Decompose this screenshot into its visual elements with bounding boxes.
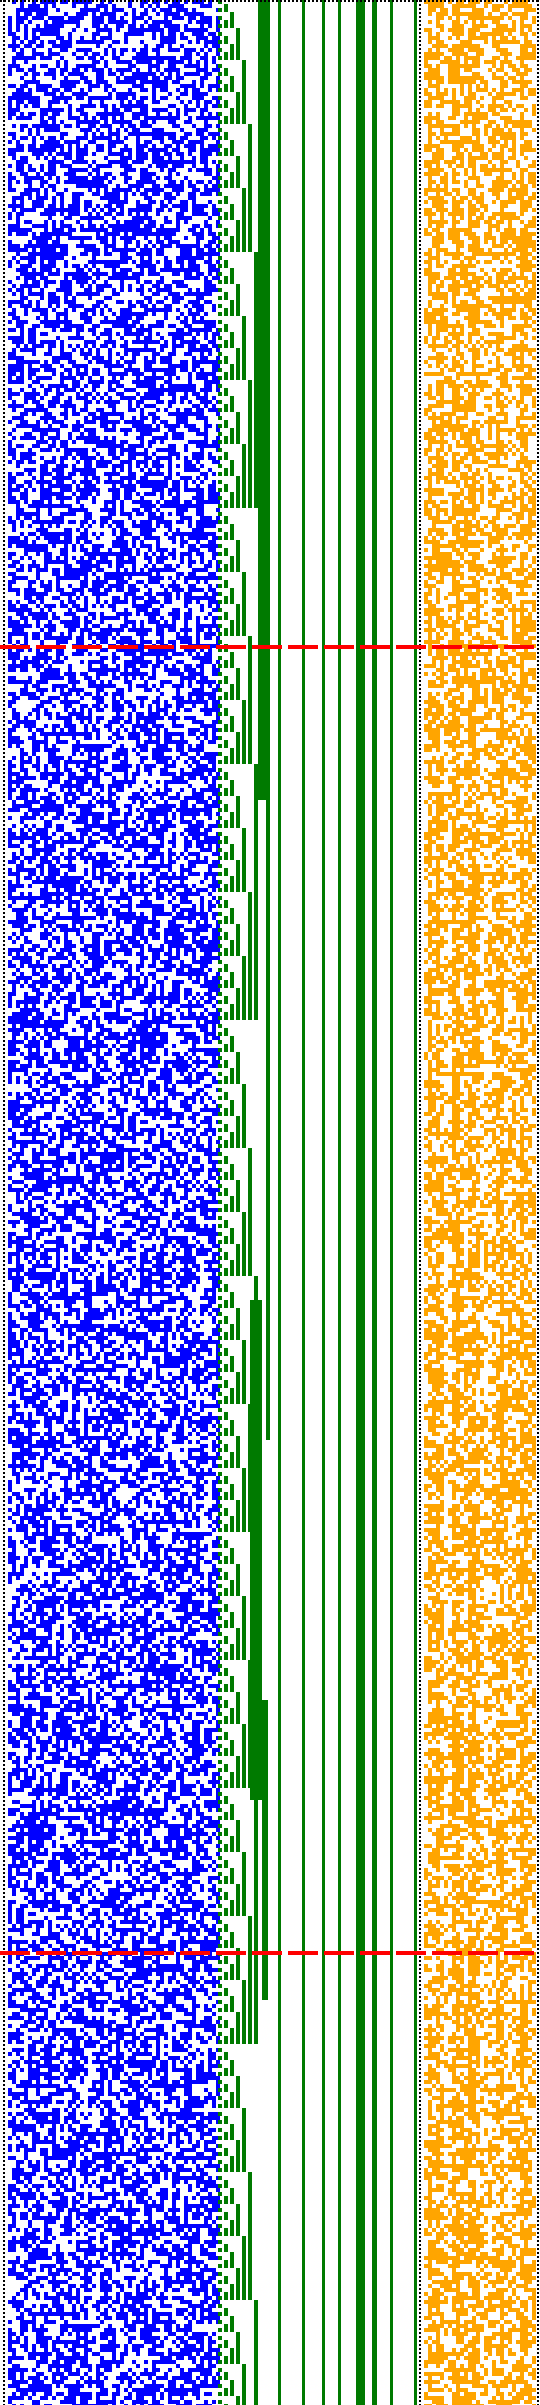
counter-bit-bar — [322, 0, 325, 2405]
secondary-bit-panel — [424, 0, 536, 2405]
secondary-bit-cells — [424, 0, 536, 2405]
counter-bit-bar — [302, 0, 305, 2405]
counter-bit-bar — [356, 0, 365, 2405]
counter-bit-bar — [278, 0, 281, 2405]
counter-bit-bar — [262, 1700, 268, 2000]
counter-bit-bar — [414, 0, 417, 2405]
random-bit-panel — [8, 0, 220, 2405]
counter-bit-bar — [338, 0, 341, 2405]
counter-bit-bar — [250, 1300, 262, 1800]
marker-lines — [0, 645, 540, 1955]
counter-bit-bar — [258, 0, 268, 800]
binary-counter-panel — [218, 0, 417, 2405]
random-bit-cells — [8, 0, 220, 2405]
counter-bit-bar — [266, 0, 270, 1440]
counter-bit-bar — [372, 0, 377, 2405]
counter-bit-bar — [390, 0, 393, 2405]
counter-cells — [218, 0, 258, 2405]
